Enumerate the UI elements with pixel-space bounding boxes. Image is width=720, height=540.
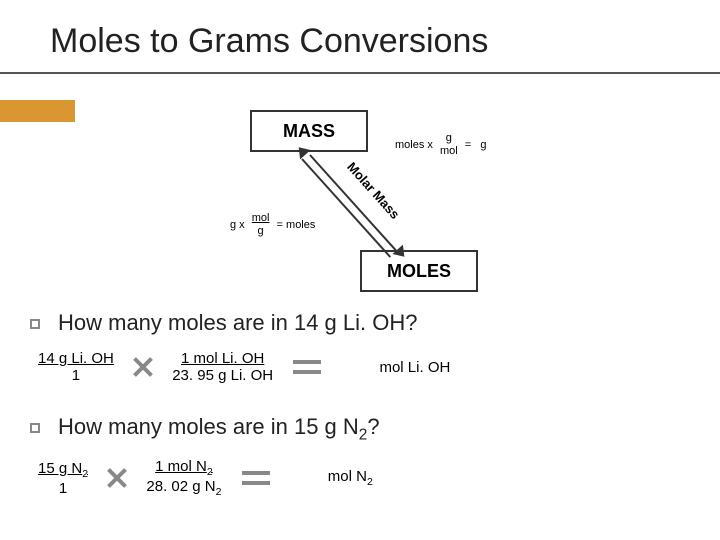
eq2-prefix: g x (230, 219, 245, 231)
eq1-prefix: moles x (395, 139, 433, 151)
conversion-diagram: MASS MOLES Molar Mass moles x g mol = g … (230, 110, 560, 290)
calc-row-2: 15 g N2 1 1 mol N2 28. 02 g N2 mol N2 (38, 458, 690, 510)
question-1: How many moles are in 14 g Li. OH? (30, 310, 690, 336)
q1-f1-bot: 1 (38, 367, 114, 384)
q1-text: How many moles are in 14 g Li. OH? (58, 310, 418, 335)
q2-f2-bot: 28. 02 g N (146, 478, 215, 495)
q1-answer: mol Li. OH (379, 359, 450, 376)
q2-f1-top: 15 g N (38, 460, 82, 477)
bullet-icon (30, 423, 40, 433)
q1-f2-top: 1 mol Li. OH (172, 350, 273, 367)
q1-frac1: 14 g Li. OH 1 (38, 350, 114, 384)
title-underline (0, 72, 720, 74)
q2-f2t-sub: 2 (207, 466, 213, 478)
page-title: Moles to Grams Conversions (0, 0, 720, 61)
calc-row-1: 14 g Li. OH 1 1 mol Li. OH 23. 95 g Li. … (38, 350, 690, 402)
q1-f2-bot: 23. 95 g Li. OH (172, 367, 273, 384)
moles-box: MOLES (360, 250, 478, 292)
equals-icon (242, 470, 270, 486)
eq2-frac-bot: g (252, 225, 270, 238)
equation-grams-to-moles: g x mol g = moles (230, 212, 315, 238)
eq1-equals: = (465, 139, 471, 151)
eq1-frac-top: g (440, 132, 458, 145)
equation-moles-to-grams: moles x g mol = g (395, 132, 487, 158)
q2-frac1: 15 g N2 1 (38, 460, 88, 497)
q2-answer: mol N2 (328, 468, 373, 488)
equals-icon (293, 359, 321, 375)
q2-f1-sub: 2 (82, 468, 88, 480)
arrow-up (301, 158, 391, 257)
q1-frac2: 1 mol Li. OH 23. 95 g Li. OH (172, 350, 273, 384)
times-icon (132, 356, 154, 378)
mass-box: MASS (250, 110, 368, 152)
q1-f1-top: 14 g Li. OH (38, 350, 114, 367)
eq2-frac-top: mol (252, 212, 270, 225)
eq2-equals: = moles (277, 219, 316, 231)
q2-f2b-sub: 2 (216, 486, 222, 498)
question-2: How many moles are in 15 g N2? (30, 414, 690, 444)
q2-text-b: ? (367, 414, 379, 439)
eq1-frac-bot: mol (440, 145, 458, 158)
eq1-result: g (480, 139, 486, 151)
accent-bar (0, 100, 75, 122)
q2-f2-top: 1 mol N (155, 458, 207, 475)
bullet-icon (30, 319, 40, 329)
content-area: How many moles are in 14 g Li. OH? 14 g … (30, 310, 690, 522)
q2-text-a: How many moles are in 15 g N (58, 414, 359, 439)
q2-frac2: 1 mol N2 28. 02 g N2 (146, 458, 221, 498)
times-icon (106, 467, 128, 489)
q2-f1-bot: 1 (38, 480, 88, 497)
molar-mass-label: Molar Mass (344, 159, 403, 222)
